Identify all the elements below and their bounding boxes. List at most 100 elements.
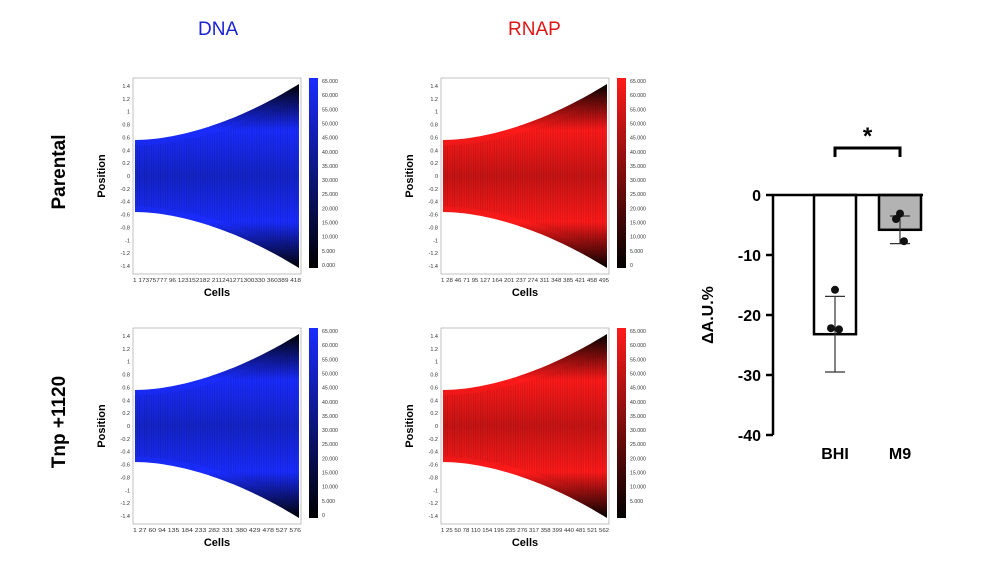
position-tick: 0.4 bbox=[430, 398, 438, 404]
colorbar-tick: 40.000 bbox=[322, 400, 338, 406]
position-tick: -1.2 bbox=[429, 501, 438, 507]
kymograph-signal bbox=[135, 84, 299, 268]
colorbar-tick: 35.000 bbox=[630, 414, 646, 420]
colorbar-tick: 45.000 bbox=[630, 386, 646, 392]
kymograph-signal bbox=[443, 334, 607, 518]
row-label-tnp: Tnp +1120 bbox=[49, 375, 70, 469]
position-tick: 1 bbox=[435, 360, 438, 366]
colorbar-tick: 15.000 bbox=[322, 221, 338, 227]
x-axis-title: Cells bbox=[204, 287, 230, 299]
position-tick: 1.2 bbox=[122, 97, 130, 103]
position-tick: -0.4 bbox=[121, 450, 130, 456]
x-axis-title: Cells bbox=[204, 537, 230, 549]
position-tick: 0.6 bbox=[122, 135, 130, 141]
bar-chart: ΔA.U.% 0 -10 -20 -30 -40 BHI M9 * bbox=[700, 123, 923, 463]
colorbar-tick: 50.000 bbox=[322, 371, 338, 377]
position-tick: 0.2 bbox=[122, 161, 130, 167]
position-tick: 1.4 bbox=[122, 84, 130, 90]
position-tick: -1 bbox=[125, 238, 130, 244]
position-tick: 0.2 bbox=[122, 411, 130, 417]
position-tick: 1.2 bbox=[430, 347, 438, 353]
colorbar-tick: 15.000 bbox=[322, 471, 338, 477]
colorbar-tick: 25.000 bbox=[322, 442, 338, 448]
colorbar-tick: 30.000 bbox=[630, 428, 646, 434]
colorbar-tick: 5.000 bbox=[630, 249, 643, 255]
colorbar-tick: 50.000 bbox=[322, 121, 338, 127]
position-tick: -0.6 bbox=[429, 463, 438, 469]
position-tick: 0 bbox=[435, 174, 438, 180]
position-tick: -0.6 bbox=[121, 463, 130, 469]
position-tick: -0.8 bbox=[121, 475, 130, 481]
significance-bracket bbox=[833, 146, 902, 157]
x-category-label: BHI bbox=[821, 446, 849, 463]
colorbar-tick: 10.000 bbox=[322, 485, 338, 491]
bar-chart-y-axis-title: ΔA.U.% bbox=[700, 286, 717, 344]
colorbar-tick: 35.000 bbox=[630, 164, 646, 170]
position-tick: -1 bbox=[433, 238, 438, 244]
colorbar bbox=[617, 78, 626, 268]
significance-marker: * bbox=[863, 123, 873, 150]
y-tick-label: 0 bbox=[752, 188, 761, 205]
position-tick: -0.4 bbox=[121, 200, 130, 206]
colorbar bbox=[309, 78, 318, 268]
y-tick-label: -10 bbox=[738, 248, 761, 265]
position-tick: 0.4 bbox=[122, 148, 130, 154]
colorbar-tick: 20.000 bbox=[630, 206, 646, 212]
position-tick: 1.2 bbox=[122, 347, 130, 353]
cells-tick-labels: 1 28 46 71 95 127 164 201 237 274 311 34… bbox=[441, 278, 609, 284]
colorbar-tick: 65.000 bbox=[322, 329, 338, 335]
colorbar-tick: 25.000 bbox=[322, 192, 338, 198]
colorbar-tick: 0 bbox=[630, 263, 633, 269]
colorbar-tick: 55.000 bbox=[322, 107, 338, 113]
colorbar-tick: 35.000 bbox=[322, 164, 338, 170]
colorbar-tick: 40.000 bbox=[322, 150, 338, 156]
position-tick: 0.6 bbox=[430, 385, 438, 391]
position-tick: 0 bbox=[435, 424, 438, 430]
position-tick: 1 bbox=[435, 110, 438, 116]
position-tick: 0 bbox=[127, 174, 130, 180]
position-tick: -0.4 bbox=[429, 450, 438, 456]
position-tick: -1 bbox=[125, 488, 130, 494]
colorbar-tick: 45.000 bbox=[322, 386, 338, 392]
colorbar-tick: 0 bbox=[322, 513, 325, 519]
colorbar bbox=[309, 328, 318, 518]
position-tick: -0.4 bbox=[429, 200, 438, 206]
y-tick-label: -20 bbox=[738, 308, 761, 325]
position-tick: -1.4 bbox=[429, 264, 438, 270]
data-point bbox=[831, 285, 839, 294]
position-tick: -1.2 bbox=[121, 501, 130, 507]
position-tick: -0.2 bbox=[429, 187, 438, 193]
colorbar-tick: 10.000 bbox=[630, 485, 646, 491]
colorbar-tick: 60.000 bbox=[322, 343, 338, 349]
position-tick: -1.4 bbox=[121, 514, 130, 520]
kymograph-tnp-dna: Position 1.4 1.2 1 0.8 0.6 0.4 0.2 0 -0.2 -0.4 -0.6… bbox=[96, 327, 338, 549]
colorbar-tick: 35.000 bbox=[322, 414, 338, 420]
kymograph-tnp-rnap: Position 1.4 1.2 1 0.8 0.6 0.4 0.2 0 -0.2 -0.4 -0.6… bbox=[404, 327, 646, 549]
position-tick: 0.8 bbox=[430, 123, 438, 129]
cells-tick-labels: 1 27 60 94 135 184 233 282 331 380 429 4… bbox=[133, 528, 301, 534]
position-tick: -1.2 bbox=[121, 251, 130, 257]
colorbar-tick: 45.000 bbox=[630, 136, 646, 142]
kymograph-signal bbox=[135, 334, 299, 518]
position-tick: -0.2 bbox=[121, 437, 130, 443]
position-tick: 0.6 bbox=[122, 385, 130, 391]
x-category-label: M9 bbox=[889, 446, 911, 463]
x-axis-title: Cells bbox=[512, 287, 538, 299]
column-title-dna: DNA bbox=[198, 19, 239, 40]
position-tick: 0.2 bbox=[430, 161, 438, 167]
position-tick: -1.2 bbox=[429, 251, 438, 257]
position-tick: -0.8 bbox=[429, 225, 438, 231]
colorbar-tick: 60.000 bbox=[630, 93, 646, 99]
colorbar-tick: 55.000 bbox=[322, 357, 338, 363]
position-tick: 1.4 bbox=[430, 334, 438, 340]
position-tick: 1 bbox=[127, 360, 130, 366]
kymograph-parental-rnap: Position 1.4 1.2 1 0.8 0.6 0.4 0.2 0 -0.2 -0.4 -0.6… bbox=[404, 77, 646, 299]
position-tick: -1 bbox=[433, 488, 438, 494]
cells-tick-labels: 1 25 50 78 110 154 195 235 276 317 358 3… bbox=[441, 528, 609, 534]
column-title-rnap: RNAP bbox=[508, 19, 561, 40]
colorbar-tick: 10.000 bbox=[322, 235, 338, 241]
position-tick: -1.4 bbox=[121, 264, 130, 270]
y-axis-title: Position bbox=[404, 404, 416, 448]
x-axis-title: Cells bbox=[512, 537, 538, 549]
colorbar-tick: 55.000 bbox=[630, 357, 646, 363]
